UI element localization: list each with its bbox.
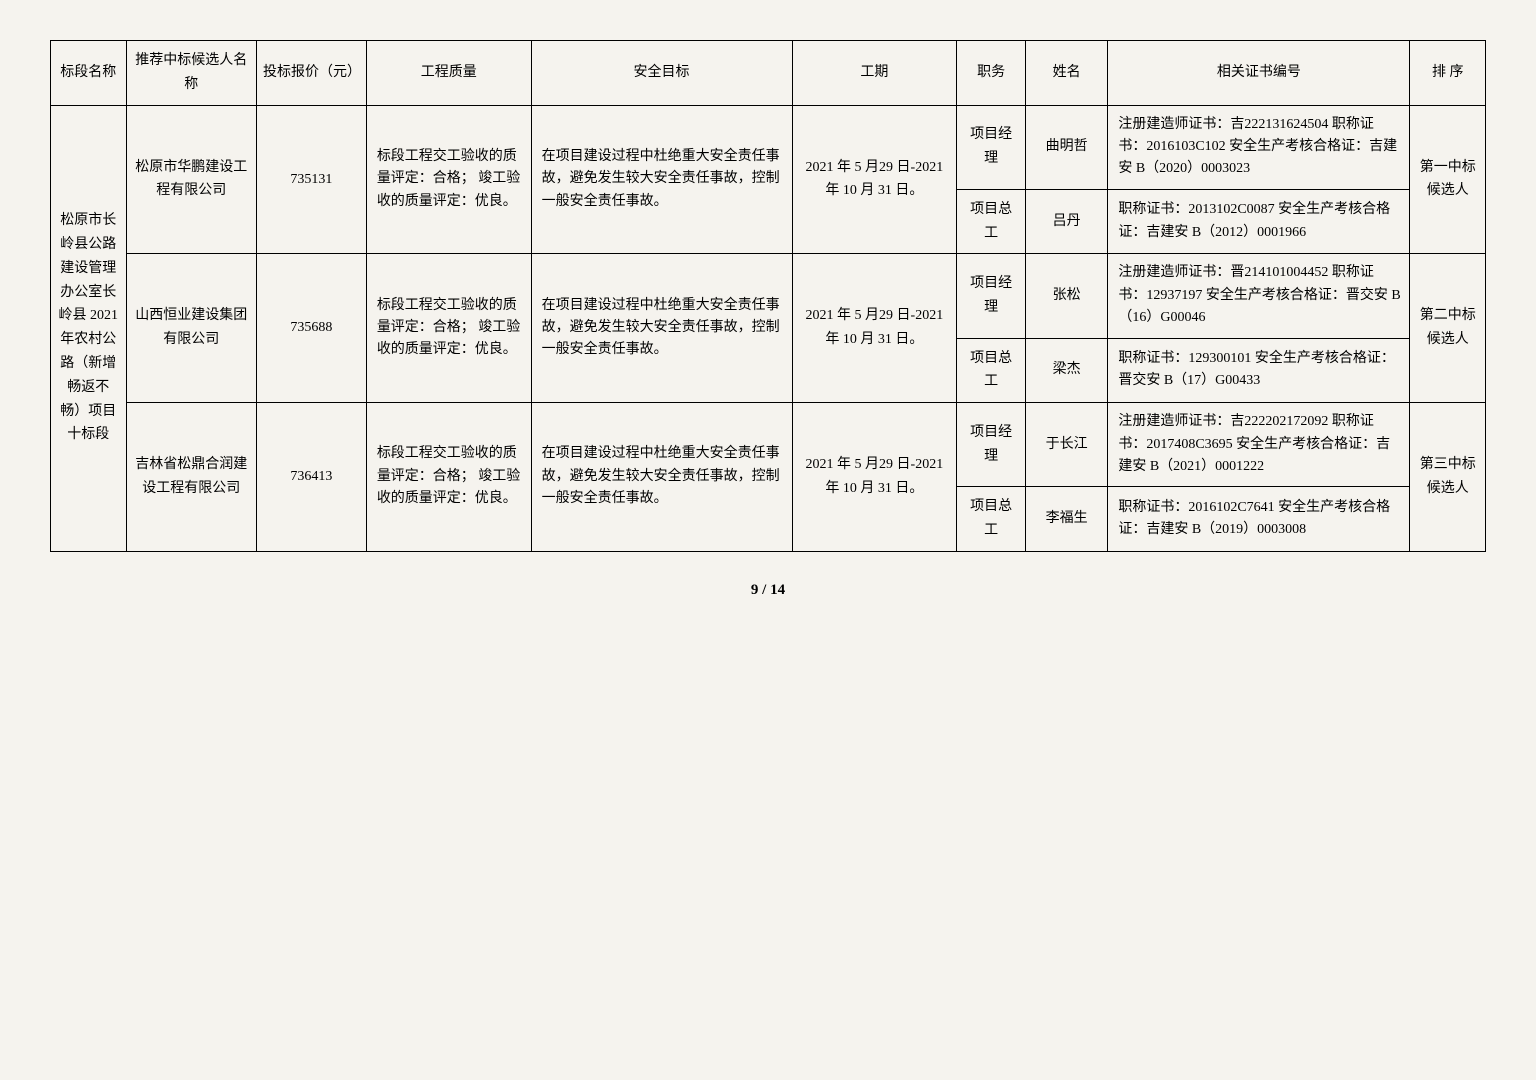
header-candidate: 推荐中标候选人名称 bbox=[126, 41, 256, 106]
cell-price: 736413 bbox=[256, 403, 366, 552]
cell-safety: 在项目建设过程中杜绝重大安全责任事故，避免发生较大安全责任事故，控制一般安全责任… bbox=[531, 105, 792, 254]
cell-company: 松原市华鹏建设工程有限公司 bbox=[126, 105, 256, 254]
cell-company: 山西恒业建设集团有限公司 bbox=[126, 254, 256, 403]
cell-role: 项目经理 bbox=[957, 105, 1026, 189]
page-number: 9 / 14 bbox=[50, 582, 1486, 599]
cell-role: 项目总工 bbox=[957, 189, 1026, 254]
cell-cert: 注册建造师证书：吉222202172092 职称证书：2017408C3695 … bbox=[1108, 403, 1410, 487]
cell-period: 2021 年 5 月29 日-2021 年 10 月 31 日。 bbox=[792, 403, 957, 552]
header-quality: 工程质量 bbox=[366, 41, 531, 106]
cell-name: 于长江 bbox=[1025, 403, 1107, 487]
header-cert: 相关证书编号 bbox=[1108, 41, 1410, 106]
table-row: 松原市长岭县公路建设管理办公室长岭县 2021 年农村公路（新增畅返不畅）项目十… bbox=[51, 105, 1486, 189]
cell-quality: 标段工程交工验收的质量评定：合格； 竣工验收的质量评定：优良。 bbox=[366, 105, 531, 254]
header-price: 投标报价（元） bbox=[256, 41, 366, 106]
cell-period: 2021 年 5 月29 日-2021 年 10 月 31 日。 bbox=[792, 254, 957, 403]
cell-name: 李福生 bbox=[1025, 487, 1107, 552]
cell-role: 项目总工 bbox=[957, 338, 1026, 403]
cell-section-name: 松原市长岭县公路建设管理办公室长岭县 2021 年农村公路（新增畅返不畅）项目十… bbox=[51, 105, 127, 551]
cell-cert: 注册建造师证书：吉222131624504 职称证书：2016103C102 安… bbox=[1108, 105, 1410, 189]
cell-quality: 标段工程交工验收的质量评定：合格； 竣工验收的质量评定：优良。 bbox=[366, 254, 531, 403]
table-body: 松原市长岭县公路建设管理办公室长岭县 2021 年农村公路（新增畅返不畅）项目十… bbox=[51, 105, 1486, 551]
header-safety: 安全目标 bbox=[531, 41, 792, 106]
cell-cert: 职称证书：129300101 安全生产考核合格证：晋交安 B（17）G00433 bbox=[1108, 338, 1410, 403]
cell-role: 项目经理 bbox=[957, 403, 1026, 487]
cell-price: 735131 bbox=[256, 105, 366, 254]
cell-role: 项目经理 bbox=[957, 254, 1026, 338]
bid-candidate-table: 标段名称 推荐中标候选人名称 投标报价（元） 工程质量 安全目标 工期 职务 姓… bbox=[50, 40, 1486, 552]
header-name: 姓名 bbox=[1025, 41, 1107, 106]
document-page: 标段名称 推荐中标候选人名称 投标报价（元） 工程质量 安全目标 工期 职务 姓… bbox=[50, 40, 1486, 599]
cell-name: 曲明哲 bbox=[1025, 105, 1107, 189]
cell-rank: 第一中标候选人 bbox=[1410, 105, 1486, 254]
table-row: 吉林省松鼎合润建设工程有限公司 736413 标段工程交工验收的质量评定：合格；… bbox=[51, 403, 1486, 487]
cell-company: 吉林省松鼎合润建设工程有限公司 bbox=[126, 403, 256, 552]
header-role: 职务 bbox=[957, 41, 1026, 106]
cell-safety: 在项目建设过程中杜绝重大安全责任事故，避免发生较大安全责任事故，控制一般安全责任… bbox=[531, 254, 792, 403]
cell-name: 张松 bbox=[1025, 254, 1107, 338]
cell-name: 吕丹 bbox=[1025, 189, 1107, 254]
table-row: 山西恒业建设集团有限公司 735688 标段工程交工验收的质量评定：合格； 竣工… bbox=[51, 254, 1486, 338]
cell-period: 2021 年 5 月29 日-2021 年 10 月 31 日。 bbox=[792, 105, 957, 254]
cell-role: 项目总工 bbox=[957, 487, 1026, 552]
cell-rank: 第二中标候选人 bbox=[1410, 254, 1486, 403]
cell-cert: 职称证书：2013102C0087 安全生产考核合格证：吉建安 B（2012）0… bbox=[1108, 189, 1410, 254]
header-period: 工期 bbox=[792, 41, 957, 106]
cell-cert: 注册建造师证书：晋214101004452 职称证书：12937197 安全生产… bbox=[1108, 254, 1410, 338]
table-header-row: 标段名称 推荐中标候选人名称 投标报价（元） 工程质量 安全目标 工期 职务 姓… bbox=[51, 41, 1486, 106]
cell-rank: 第三中标候选人 bbox=[1410, 403, 1486, 552]
cell-safety: 在项目建设过程中杜绝重大安全责任事故，避免发生较大安全责任事故，控制一般安全责任… bbox=[531, 403, 792, 552]
header-rank: 排 序 bbox=[1410, 41, 1486, 106]
cell-quality: 标段工程交工验收的质量评定：合格； 竣工验收的质量评定：优良。 bbox=[366, 403, 531, 552]
header-section: 标段名称 bbox=[51, 41, 127, 106]
cell-price: 735688 bbox=[256, 254, 366, 403]
cell-name: 梁杰 bbox=[1025, 338, 1107, 403]
cell-cert: 职称证书：2016102C7641 安全生产考核合格证：吉建安 B（2019）0… bbox=[1108, 487, 1410, 552]
